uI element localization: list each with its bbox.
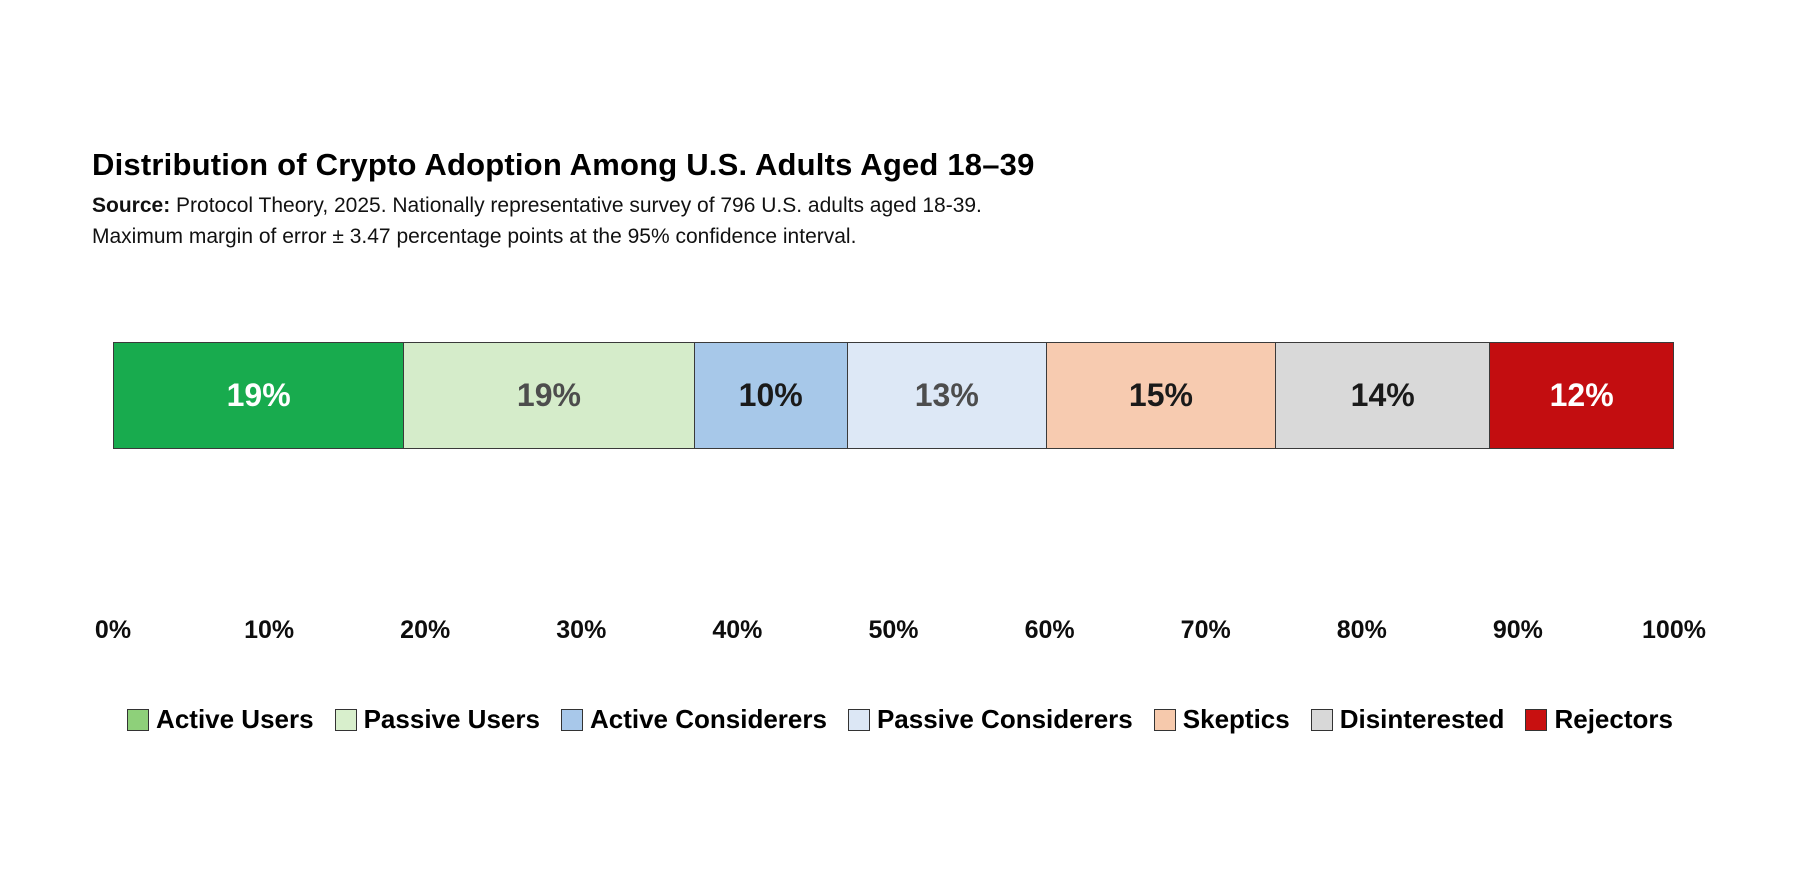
x-axis-tick-80pct: 80% <box>1336 616 1387 644</box>
chart-title: Distribution of Crypto Adoption Among U.… <box>92 146 1035 182</box>
legend-swatch-icon <box>847 708 870 731</box>
legend-label: Rejectors <box>1554 704 1673 734</box>
source-line-1: Source: Protocol Theory, 2025. Nationall… <box>92 190 982 221</box>
source-note: Source: Protocol Theory, 2025. Nationall… <box>92 190 982 252</box>
legend-swatch-icon <box>334 708 357 731</box>
source-line-2: Maximum margin of error ± 3.47 percentag… <box>92 225 857 248</box>
bar-segment-passive-users: 19% <box>404 343 695 448</box>
x-axis-tick-20pct: 20% <box>400 616 451 644</box>
legend-swatch-icon <box>1153 708 1176 731</box>
bar-segment-active-considerers: 10% <box>694 343 848 448</box>
bar-segment-passive-considerers: 13% <box>847 343 1047 448</box>
x-axis-tick-60pct: 60% <box>1024 616 1075 644</box>
legend-item-disinterested: Disinterested <box>1310 704 1505 735</box>
legend: Active Users Passive Users Active Consider… <box>0 704 1800 735</box>
stacked-bar: 19% 19% 10% 13% 15% 14% 12% <box>113 342 1674 449</box>
source-text: Protocol Theory, 2025. Nationally repres… <box>176 194 982 217</box>
x-axis-tick-40pct: 40% <box>712 616 763 644</box>
x-axis-tick-30pct: 30% <box>556 616 607 644</box>
legend-item-passive-users: Passive Users <box>334 704 540 735</box>
x-axis-tick-0pct: 0% <box>94 616 132 644</box>
legend-swatch-icon <box>1310 708 1333 731</box>
bar-segment-value-label: 15% <box>1128 377 1193 413</box>
x-axis-tick-70pct: 70% <box>1180 616 1231 644</box>
x-axis-tick-90pct: 90% <box>1492 616 1543 644</box>
legend-label: Skeptics <box>1182 704 1290 734</box>
legend-swatch-icon <box>127 708 150 731</box>
legend-swatch-icon <box>560 708 583 731</box>
x-axis-tick-50pct: 50% <box>868 616 919 644</box>
bar-segment-value-label: 19% <box>516 377 581 413</box>
legend-label: Active Users <box>156 704 314 734</box>
legend-item-passive-considerers: Passive Considerers <box>847 704 1133 735</box>
legend-swatch-icon <box>1525 708 1548 731</box>
bar-segment-value-label: 19% <box>226 377 291 413</box>
x-axis: 0% 10% 20% 30% 40% 50% 60% 70% 80% 90% 100% <box>95 616 1706 650</box>
x-axis-tick-10pct: 10% <box>244 616 295 644</box>
bar-segment-value-label: 10% <box>738 377 803 413</box>
legend-item-active-considerers: Active Considerers <box>560 704 827 735</box>
legend-label: Passive Users <box>363 704 540 734</box>
bar-segment-value-label: 12% <box>1549 377 1614 413</box>
bar-segment-value-label: 13% <box>914 377 979 413</box>
bar-segment-skeptics: 15% <box>1046 343 1277 448</box>
source-label: Source: <box>92 194 171 217</box>
bar-segment-value-label: 14% <box>1350 377 1415 413</box>
legend-item-rejectors: Rejectors <box>1525 704 1673 735</box>
bar-segment-rejectors: 12% <box>1490 343 1673 448</box>
legend-item-skeptics: Skeptics <box>1153 704 1290 735</box>
bar-segment-active-users: 19% <box>114 343 405 448</box>
legend-label: Disinterested <box>1339 704 1505 734</box>
bar-segment-disinterested: 14% <box>1276 343 1491 448</box>
legend-item-active-users: Active Users <box>127 704 314 735</box>
legend-label: Active Considerers <box>589 704 827 734</box>
x-axis-tick-100pct: 100% <box>1642 616 1706 644</box>
legend-label: Passive Considerers <box>876 704 1133 734</box>
